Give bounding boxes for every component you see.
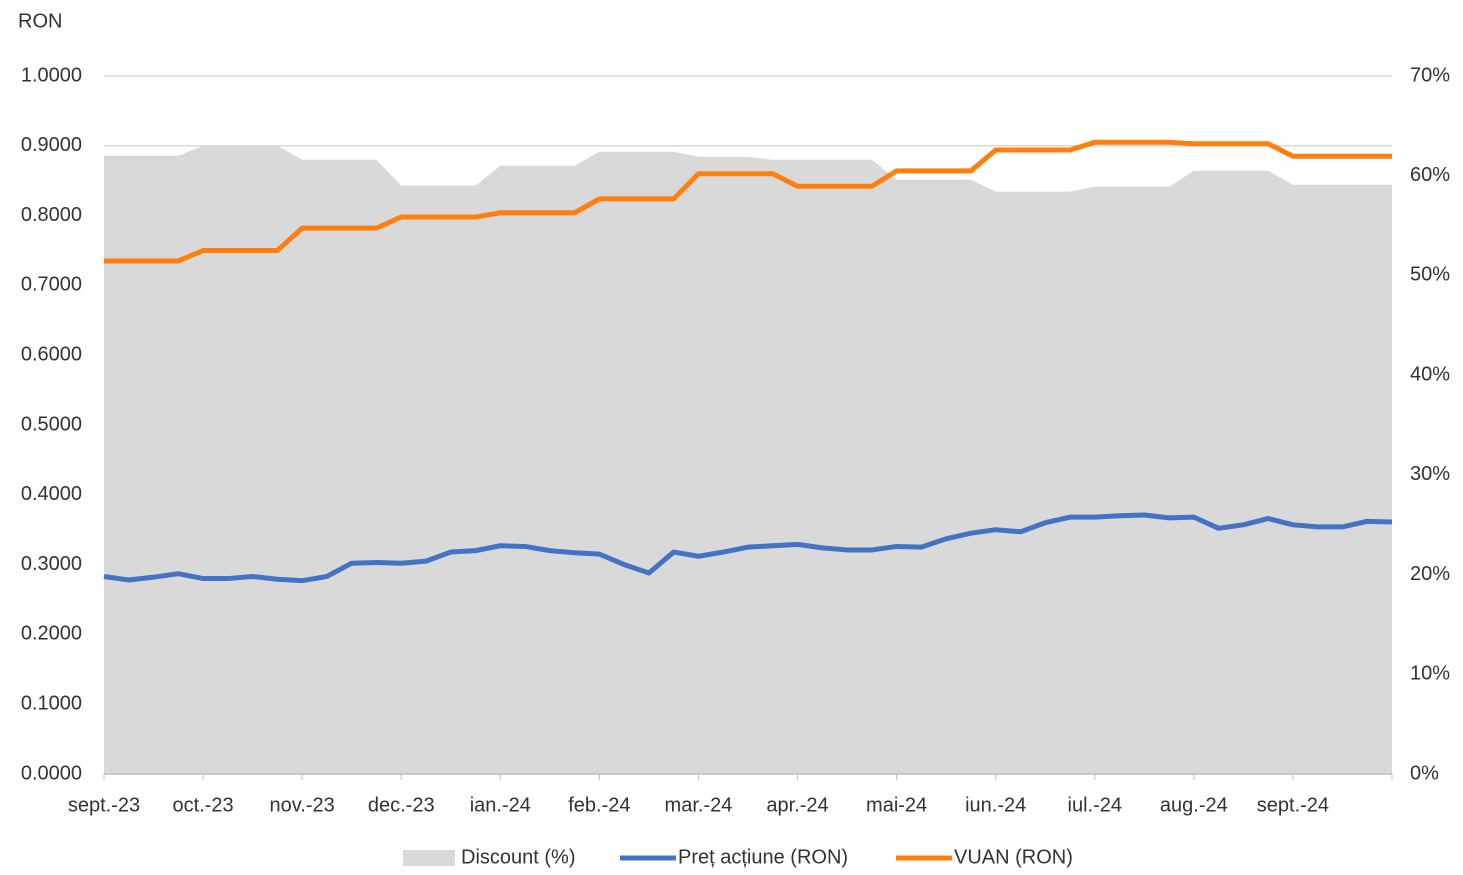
y2-tick-label: 40%: [1410, 363, 1450, 385]
y-tick-label: 0.1000: [21, 692, 82, 714]
y-tick-label: 0.0000: [21, 762, 82, 784]
legend-label: VUAN (RON): [954, 846, 1073, 868]
y-tick-label: 0.3000: [21, 553, 82, 575]
x-tick-label: oct.-23: [172, 794, 233, 816]
y-tick-label: 0.6000: [21, 343, 82, 365]
x-tick-label: nov.-23: [270, 794, 335, 816]
y2-tick-label: 50%: [1410, 264, 1450, 286]
x-tick-label: mai-24: [866, 794, 927, 816]
legend-swatch: [403, 850, 455, 866]
y-tick-label: 1.0000: [21, 64, 82, 86]
y2-tick-label: 0%: [1410, 762, 1439, 784]
legend-label: Discount (%): [461, 846, 575, 868]
x-tick-label: feb.-24: [568, 794, 630, 816]
legend-label: Preț acțiune (RON): [678, 846, 848, 868]
line: [104, 139, 1392, 264]
y2-tick-label: 70%: [1410, 64, 1450, 86]
line: [103, 512, 1393, 584]
y-tick-label: 0.5000: [21, 413, 82, 435]
x-tick-label: dec.-23: [368, 794, 435, 816]
x-tick-label: iul.-24: [1068, 794, 1122, 816]
x-tick-label: sept.-24: [1257, 794, 1329, 816]
y-axis-label: RON: [18, 10, 62, 32]
y2-tick-label: 60%: [1410, 164, 1450, 186]
x-tick-label: iun.-24: [965, 794, 1026, 816]
x-tick-label: aug.-24: [1160, 794, 1228, 816]
x-tick-label: apr.-24: [766, 794, 828, 816]
x-tick-label: sept.-23: [68, 794, 140, 816]
area: [104, 145, 1392, 775]
x-tick-label: mar.-24: [665, 794, 733, 816]
y-tick-label: 0.7000: [21, 274, 82, 296]
y-tick-label: 0.9000: [21, 134, 82, 156]
y2-tick-label: 20%: [1410, 563, 1450, 585]
y2-tick-label: 30%: [1410, 463, 1450, 485]
y2-tick-label: 10%: [1410, 663, 1450, 685]
x-tick-label: ian.-24: [470, 794, 531, 816]
y-tick-label: 0.4000: [21, 483, 82, 505]
y-tick-label: 0.8000: [21, 204, 82, 226]
y-tick-label: 0.2000: [21, 623, 82, 645]
